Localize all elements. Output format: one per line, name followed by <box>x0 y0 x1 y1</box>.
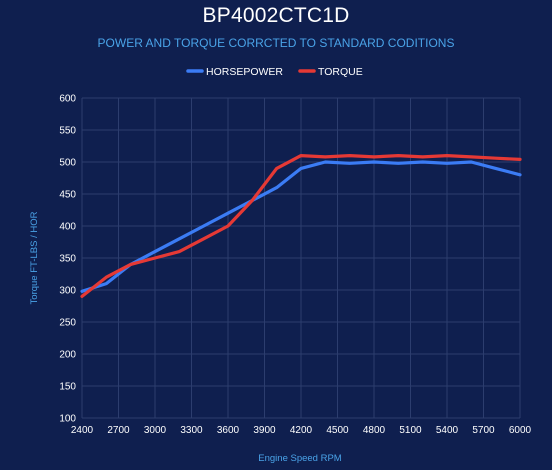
x-tick-label: 3300 <box>180 425 203 436</box>
legend-item-torque[interactable]: TORQUE <box>298 66 363 78</box>
y-tick-label: 200 <box>59 350 76 361</box>
y-tick-label: 300 <box>59 286 76 297</box>
x-tick-label: 5700 <box>472 425 495 436</box>
y-tick-label: 350 <box>59 254 76 265</box>
x-tick-label: 3600 <box>217 425 240 436</box>
x-tick-label: 6000 <box>509 425 532 436</box>
series-line-horsepower <box>80 160 522 293</box>
legend-item-horsepower[interactable]: HORSEPOWER <box>186 66 283 78</box>
y-tick-label: 450 <box>59 190 76 201</box>
x-axis-label: Engine Speed RPM <box>258 453 342 464</box>
y-tick-label: 150 <box>59 382 76 393</box>
series-lines <box>80 154 522 298</box>
y-tick-label: 550 <box>59 126 76 137</box>
x-tick-label: 5400 <box>436 425 459 436</box>
y-tick-label: 250 <box>59 318 76 329</box>
y-tick-label: 100 <box>59 414 76 425</box>
y-tick-label: 400 <box>59 222 76 233</box>
x-tick-label: 3900 <box>253 425 276 436</box>
legend-label: HORSEPOWER <box>206 66 283 78</box>
x-tick-label: 2700 <box>107 425 130 436</box>
x-tick-label: 2400 <box>71 425 94 436</box>
chart-subtitle: POWER AND TORQUE CORRCTED TO STANDARD CO… <box>97 36 455 50</box>
legend-label: TORQUE <box>318 66 363 78</box>
x-tick-label: 5100 <box>399 425 422 436</box>
y-axis-label: Torque FT-LBS / HOR <box>29 211 40 304</box>
x-tick-label: 4800 <box>363 425 386 436</box>
x-tick-label: 4500 <box>326 425 349 436</box>
grid <box>81 97 521 419</box>
x-tick-label: 4200 <box>290 425 313 436</box>
y-tick-label: 500 <box>59 158 76 169</box>
y-axis-ticks: 100 150 200 250 300 350 400 450 500 550 600 <box>59 94 76 425</box>
series-line-torque <box>80 154 522 298</box>
chart-title: BP4002CTC1D <box>202 4 350 27</box>
legend: HORSEPOWER TORQUE <box>186 66 363 78</box>
x-axis-ticks: 2400 2700 3000 3300 3600 3900 4200 4500 4800 5100… <box>71 425 532 436</box>
y-tick-label: 600 <box>59 94 76 105</box>
x-tick-label: 3000 <box>144 425 167 436</box>
